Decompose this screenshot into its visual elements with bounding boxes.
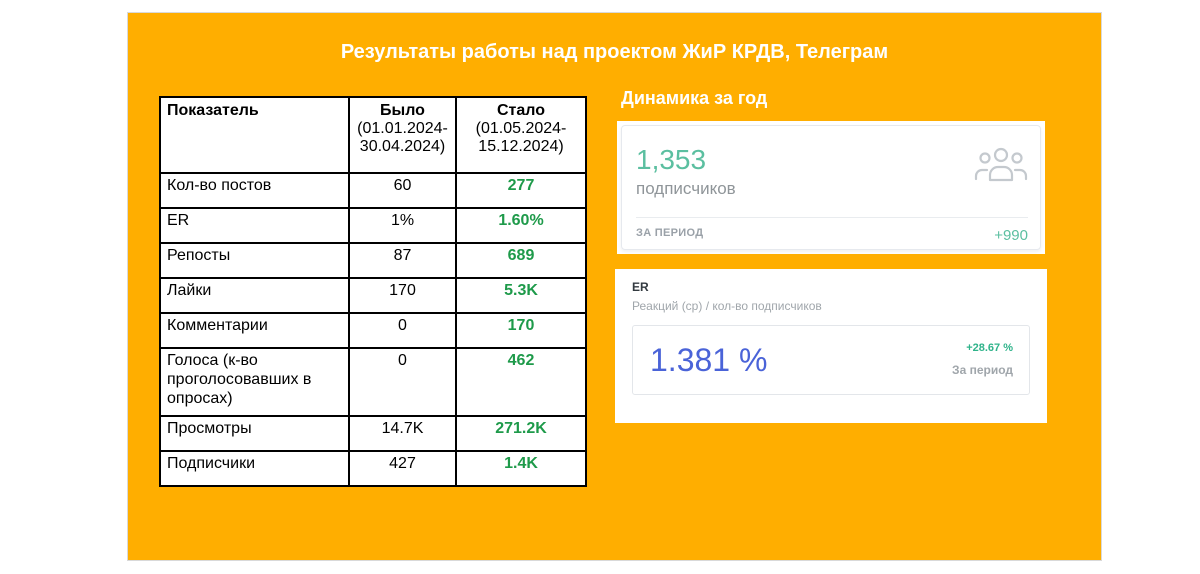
row-before-value: 0 bbox=[348, 312, 457, 349]
row-after-value: 1.60% bbox=[455, 207, 587, 244]
slide-title: Результаты работы над проектом ЖиР КРДВ,… bbox=[340, 41, 889, 63]
subscribers-card: 1,353 подписчиков ЗА ПЕРИОД +990 bbox=[617, 121, 1045, 254]
results-table: Показатель Было (01.01.2024-30.04.2024) … bbox=[159, 96, 587, 487]
row-before-value: 427 bbox=[348, 450, 457, 487]
row-name: Подписчики bbox=[159, 450, 350, 487]
row-name: ER bbox=[159, 207, 350, 244]
row-after-value: 5.3K bbox=[455, 277, 587, 314]
subscribers-count: 1,353 bbox=[636, 144, 707, 175]
subscribers-card-inner: 1,353 подписчиков ЗА ПЕРИОД +990 bbox=[621, 125, 1041, 250]
row-name: Просмотры bbox=[159, 415, 350, 452]
row-name: Комментарии bbox=[159, 312, 350, 349]
row-after-value: 277 bbox=[455, 172, 587, 209]
er-change: +28.67 % bbox=[966, 342, 1013, 354]
table-row: Просмотры 14.7K 271.2K bbox=[159, 415, 587, 452]
table-row: Репосты 87 689 bbox=[159, 242, 587, 279]
table-row: Кол-во постов 60 277 bbox=[159, 172, 587, 209]
table-row: Подписчики 427 1.4K bbox=[159, 450, 587, 487]
header-before-period: (01.01.2024-30.04.2024) bbox=[357, 120, 448, 155]
table-row: ER 1% 1.60% bbox=[159, 207, 587, 244]
row-after-value: 462 bbox=[455, 347, 587, 417]
header-before: Было (01.01.2024-30.04.2024) bbox=[348, 96, 457, 174]
table-row: Голоса (к-во проголосовавших в опросах) … bbox=[159, 347, 587, 417]
header-metric: Показатель bbox=[159, 96, 350, 174]
row-name: Репосты bbox=[159, 242, 350, 279]
er-value: 1.381 % bbox=[650, 342, 768, 378]
table-row: Комментарии 0 170 bbox=[159, 312, 587, 349]
er-subtitle: Реакций (ср) / кол-во подписчиков bbox=[632, 299, 822, 313]
row-before-value: 1% bbox=[348, 207, 457, 244]
header-before-label: Было bbox=[380, 102, 425, 119]
row-after-value: 689 bbox=[455, 242, 587, 279]
row-after-value: 271.2K bbox=[455, 415, 587, 452]
card-divider bbox=[636, 217, 1028, 218]
subscribers-label: подписчиков bbox=[636, 179, 736, 198]
users-icon bbox=[974, 146, 1028, 191]
row-before-value: 60 bbox=[348, 172, 457, 209]
header-after: Стало (01.05.2024-15.12.2024) bbox=[455, 96, 587, 174]
er-title: ER bbox=[632, 280, 649, 294]
table-row: Лайки 170 5.3K bbox=[159, 277, 587, 314]
row-name: Кол-во постов bbox=[159, 172, 350, 209]
header-after-period: (01.05.2024-15.12.2024) bbox=[475, 120, 567, 155]
dynamics-title: Динамика за год bbox=[621, 88, 768, 108]
subscribers-period-label: ЗА ПЕРИОД bbox=[636, 227, 704, 239]
header-after-label: Стало bbox=[496, 102, 545, 119]
row-after-value: 170 bbox=[455, 312, 587, 349]
row-before-value: 0 bbox=[348, 347, 457, 417]
header-metric-label: Показатель bbox=[167, 102, 259, 119]
row-before-value: 14.7K bbox=[348, 415, 457, 452]
row-before-value: 170 bbox=[348, 277, 457, 314]
er-value-box: 1.381 % +28.67 % За период bbox=[632, 325, 1030, 395]
er-card: ER Реакций (ср) / кол-во подписчиков 1.3… bbox=[615, 269, 1047, 423]
subscribers-period-value: +990 bbox=[994, 227, 1028, 244]
row-name: Голоса (к-во проголосовавших в опросах) bbox=[159, 347, 350, 417]
er-period-label: За период bbox=[952, 363, 1013, 377]
row-name: Лайки bbox=[159, 277, 350, 314]
row-after-value: 1.4K bbox=[455, 450, 587, 487]
slide: Результаты работы над проектом ЖиР КРДВ,… bbox=[127, 12, 1102, 561]
row-before-value: 87 bbox=[348, 242, 457, 279]
table-header-row: Показатель Было (01.01.2024-30.04.2024) … bbox=[159, 96, 587, 174]
